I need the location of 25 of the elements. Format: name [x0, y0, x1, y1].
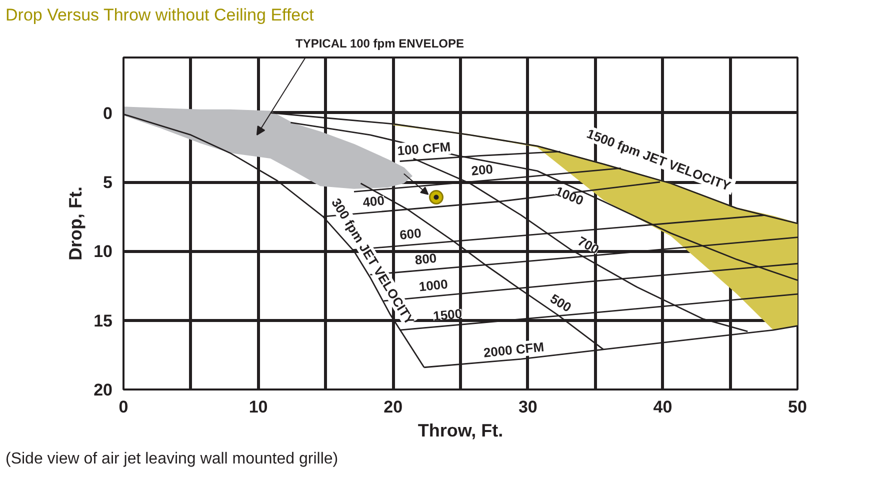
text: 400 — [362, 192, 386, 210]
x-tick-label: 30 — [518, 398, 538, 416]
x-tick-label: 20 — [384, 398, 403, 416]
x-axis-title: Throw, Ft. — [418, 420, 504, 440]
y-axis-title: Drop, Ft. — [66, 186, 86, 260]
y-tick-label: 5 — [103, 173, 113, 192]
text: 1000 — [418, 276, 448, 294]
text: TYPICAL 100 fpm ENVELOPE — [296, 36, 464, 50]
y-tick-label: 15 — [94, 311, 113, 330]
x-tick-label: 10 — [248, 398, 268, 416]
text: 2000 CFM — [482, 339, 545, 360]
x-tick-label: 50 — [788, 398, 807, 416]
y-tick-label: 20 — [94, 380, 113, 400]
y-tick-label: 10 — [94, 242, 113, 262]
x-tick-label: 0 — [118, 398, 128, 416]
text: 500 — [548, 290, 574, 316]
text: 700 — [575, 233, 602, 257]
text: 200 — [470, 161, 494, 178]
text: (Side view of air jet leaving wall mounted grille) — [6, 450, 338, 468]
y-tick-label: 0 — [103, 104, 113, 123]
chart-title: Drop Versus Throw without Ceiling Effect — [6, 6, 314, 24]
text: 1500 — [432, 306, 463, 324]
text: 1000 — [553, 183, 586, 208]
series-label: 100 CFM — [396, 138, 452, 158]
x-tick-label: 40 — [653, 398, 672, 416]
